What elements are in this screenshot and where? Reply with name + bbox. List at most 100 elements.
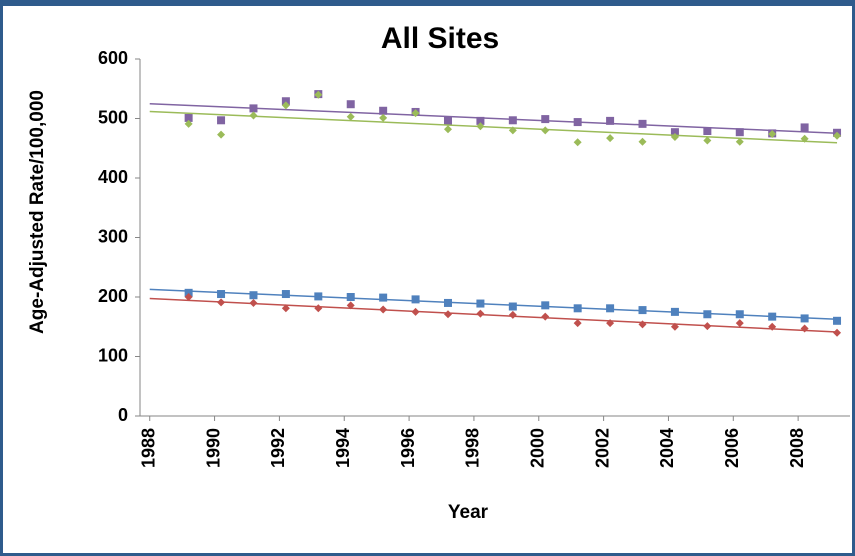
point [314, 304, 323, 313]
x-tick-label: 1996 [398, 428, 418, 468]
point [411, 307, 420, 316]
point [476, 299, 485, 308]
point [379, 113, 388, 122]
point [184, 113, 193, 122]
point [768, 312, 777, 321]
point [541, 115, 550, 124]
point [606, 116, 615, 125]
point [346, 112, 355, 121]
y-tick-label: 600 [98, 48, 128, 68]
point [379, 305, 388, 314]
point [670, 132, 679, 141]
point [249, 111, 258, 120]
point [800, 314, 809, 323]
x-tick-label: 2000 [528, 428, 548, 468]
point [184, 288, 193, 297]
point [508, 302, 517, 311]
point [346, 293, 355, 301]
point [800, 134, 809, 143]
x-tick-label: 2002 [592, 428, 612, 468]
point [314, 292, 323, 301]
y-tick-label: 400 [98, 167, 128, 187]
y-tick-label: 200 [98, 286, 128, 306]
point [443, 298, 452, 307]
point [768, 129, 777, 138]
x-tick-label: 2008 [787, 428, 807, 468]
point [703, 322, 712, 331]
point [379, 293, 388, 302]
point [606, 134, 615, 143]
point [249, 291, 258, 300]
point [541, 301, 550, 310]
x-tick-label: 1990 [203, 428, 223, 468]
y-tick-label: 300 [98, 226, 128, 246]
trend-line [149, 110, 838, 144]
y-axis-label: Age-Adjusted Rate/100,000 [27, 90, 48, 334]
point [735, 319, 744, 328]
point [638, 306, 647, 315]
point [184, 119, 193, 128]
x-tick-label: 1998 [463, 428, 483, 468]
point [541, 126, 550, 135]
point [638, 119, 647, 128]
point [768, 322, 777, 331]
point [249, 104, 258, 113]
point [735, 128, 744, 137]
point [735, 310, 744, 319]
point [217, 116, 226, 125]
point [346, 100, 355, 109]
point [476, 116, 485, 125]
x-tick-label: 1994 [333, 428, 353, 468]
point [833, 316, 842, 325]
trend-line [149, 103, 838, 134]
point [638, 137, 647, 146]
chart-title: All Sites [381, 22, 499, 55]
point [346, 301, 355, 310]
point [670, 307, 679, 316]
point [508, 126, 517, 135]
point [735, 137, 744, 146]
point [606, 304, 615, 313]
point [281, 304, 290, 313]
point [703, 136, 712, 145]
point [281, 97, 290, 106]
point [573, 138, 582, 147]
point [508, 116, 517, 125]
point [281, 290, 290, 299]
point [541, 312, 550, 321]
point [606, 319, 615, 328]
point [379, 106, 388, 115]
x-tick-label: 2006 [722, 428, 742, 468]
point [670, 128, 679, 137]
point [833, 131, 842, 140]
x-tick-label: 1992 [268, 428, 288, 468]
point [508, 310, 517, 319]
point [314, 90, 323, 99]
trend-line [149, 297, 838, 333]
point [249, 298, 258, 307]
x-axis-label: Year [448, 502, 489, 523]
point [217, 130, 226, 139]
point [411, 109, 420, 118]
point [573, 319, 582, 328]
point [281, 101, 290, 110]
trend-line [149, 288, 838, 320]
y-tick-label: 100 [98, 345, 128, 365]
point [217, 298, 226, 307]
point [443, 116, 452, 125]
point [800, 123, 809, 132]
y-tick-label: 500 [98, 107, 128, 127]
point [476, 122, 485, 131]
point [476, 309, 485, 318]
point [670, 322, 679, 331]
point [703, 126, 712, 135]
y-tick-label: 0 [118, 405, 128, 425]
point [573, 304, 582, 313]
point [443, 310, 452, 319]
point [443, 125, 452, 134]
point [638, 320, 647, 329]
point [217, 290, 226, 299]
point [184, 293, 193, 301]
